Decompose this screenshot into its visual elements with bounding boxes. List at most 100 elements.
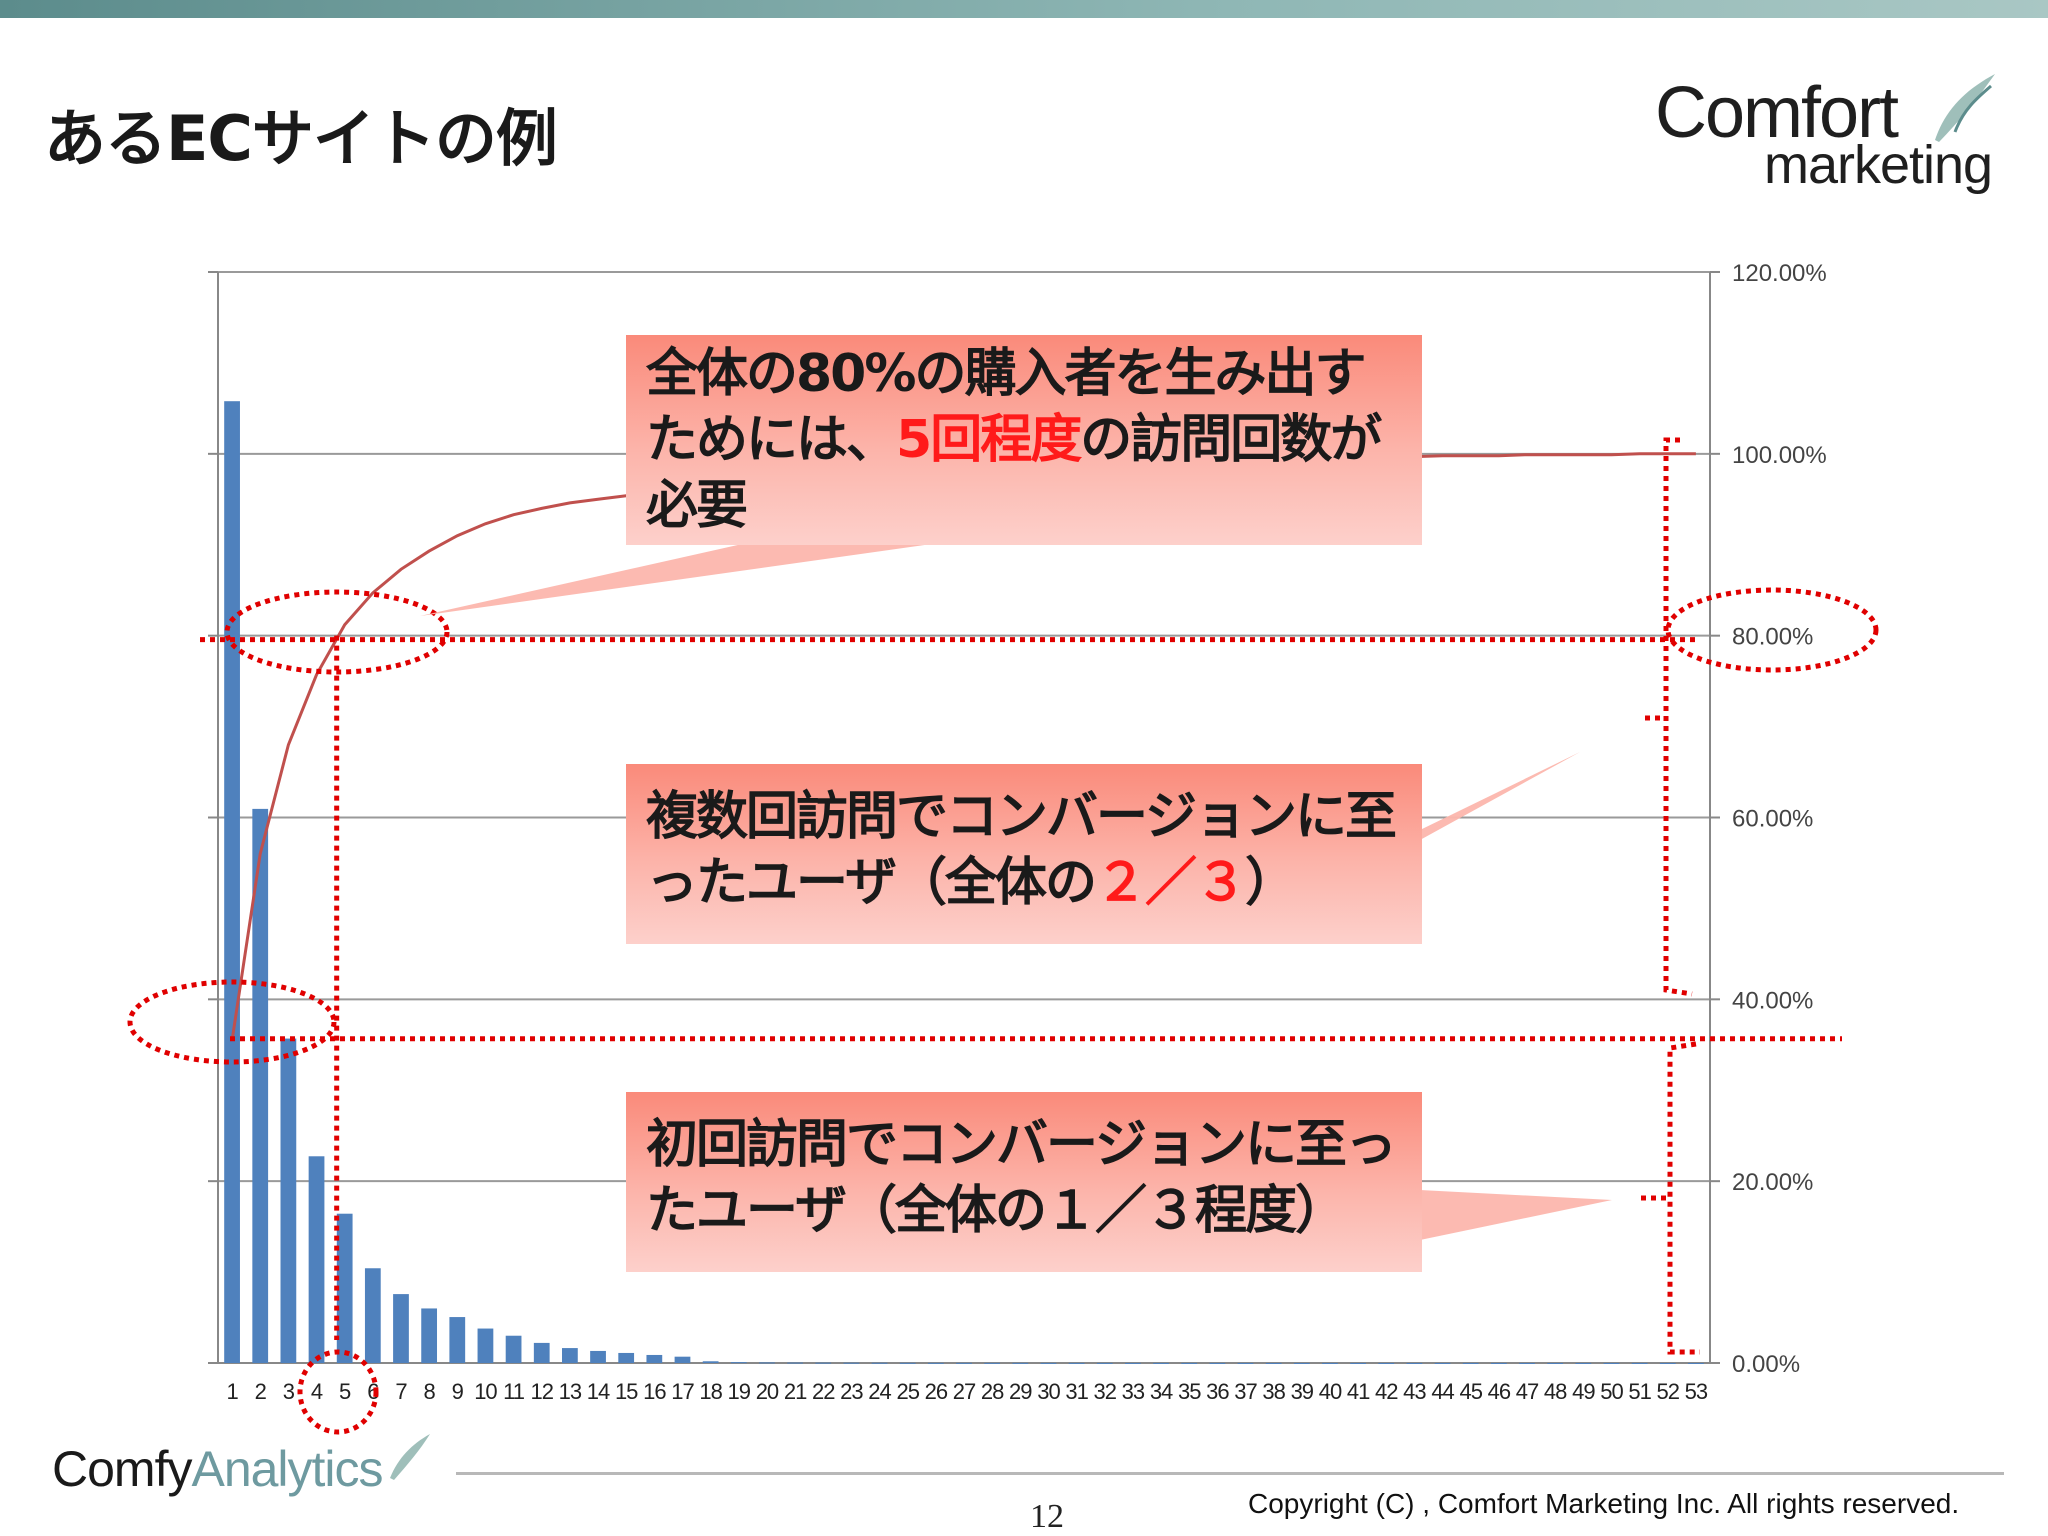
x-tick-label: 21 (784, 1379, 807, 1404)
bar (674, 1356, 691, 1363)
x-tick-label: 48 (1544, 1379, 1567, 1404)
callout-repeat-highlight: ２／３ (1094, 853, 1247, 913)
x-tick-label: 18 (699, 1379, 722, 1404)
callout-repeat-text-b: ） (1244, 853, 1297, 913)
x-tick-label: 35 (1178, 1379, 1201, 1404)
bar (533, 1342, 550, 1363)
bar (843, 1362, 860, 1364)
bar (730, 1362, 747, 1364)
y2-tick-label: 120.00% (1732, 260, 1827, 287)
bar (280, 1038, 297, 1363)
bar (393, 1294, 409, 1363)
callout-80-text-a: 全体の80%の購入者を生み出すためには、 (646, 344, 1366, 470)
bar (336, 1213, 353, 1363)
bar (1519, 1362, 1535, 1364)
bar (1434, 1362, 1451, 1364)
x-tick-label: 44 (1431, 1379, 1454, 1404)
x-tick-label: 47 (1516, 1379, 1539, 1404)
x-tick-label: 22 (812, 1379, 835, 1404)
x-tick-label: 9 (452, 1379, 464, 1404)
x-tick-label: 41 (1347, 1379, 1370, 1404)
bar (505, 1335, 522, 1363)
callout-80-text-b: の訪問回数が必要 (646, 410, 1382, 536)
y2-tick-label: 20.00% (1732, 1169, 1813, 1196)
bar (1068, 1362, 1085, 1364)
x-tick-label: 17 (671, 1379, 694, 1404)
bar (1293, 1362, 1310, 1364)
callout-repeat-pointer (1420, 752, 1580, 840)
bar (1096, 1362, 1113, 1364)
bar (1012, 1362, 1029, 1364)
bar (1125, 1362, 1141, 1364)
bar (1547, 1362, 1564, 1364)
leaf-logo-icon (1935, 74, 1995, 142)
copyright-text: Copyright (C) , Comfort Marketing Inc. A… (1248, 1488, 1960, 1519)
y2-tick-label: 100.00% (1732, 442, 1827, 469)
y2-tick-label: 60.00% (1732, 806, 1813, 833)
x-tick-label: 38 (1262, 1379, 1285, 1404)
bar (815, 1362, 832, 1364)
bar (956, 1362, 972, 1364)
x-tick-label: 42 (1375, 1379, 1398, 1404)
bar (449, 1317, 466, 1363)
x-tick-label: 15 (615, 1379, 638, 1404)
bar (1322, 1362, 1338, 1364)
logo-comfort: Comfort (1655, 73, 1899, 153)
top-accent-bar (0, 0, 2048, 18)
bar (1490, 1362, 1507, 1364)
callout-first-pointer (1420, 1190, 1612, 1240)
x-tick-label: 3 (283, 1379, 295, 1404)
bar (421, 1308, 438, 1363)
x-tick-label: 37 (1234, 1379, 1257, 1404)
x-tick-label: 26 (925, 1379, 948, 1404)
bar (618, 1352, 635, 1363)
callout-repeat-text-a: 複数回訪問でコンバージョンに至ったユーザ（全体の (646, 787, 1397, 913)
x-tick-label: 53 (1685, 1379, 1708, 1404)
circle-first-visit (127, 979, 337, 1065)
bar (562, 1348, 578, 1363)
x-tick-label: 40 (1319, 1379, 1342, 1404)
bar (787, 1362, 803, 1364)
x-tick-label: 29 (1009, 1379, 1032, 1404)
bar (1631, 1362, 1648, 1364)
x-tick-label: 19 (728, 1379, 751, 1404)
bar (590, 1350, 606, 1363)
x-tick-label: 27 (953, 1379, 976, 1404)
x-tick-label: 12 (530, 1379, 553, 1404)
bar (1659, 1362, 1676, 1364)
bar (1209, 1362, 1226, 1364)
x-tick-label: 10 (474, 1379, 497, 1404)
x-tick-label: 4 (311, 1379, 323, 1404)
logo-marketing: marketing (1764, 135, 1993, 195)
bar (252, 808, 269, 1363)
x-tick-label: 14 (587, 1379, 610, 1404)
circle-visit-5 (297, 1349, 379, 1435)
bar (646, 1354, 663, 1363)
x-tick-label: 52 (1657, 1379, 1680, 1404)
x-tick-label: 2 (255, 1379, 267, 1404)
bar (871, 1362, 888, 1364)
callout-80-percent: 全体の80%の購入者を生み出すためには、5回程度の訪問回数が必要 (626, 335, 1422, 545)
circle-80-intersection (224, 589, 450, 675)
x-tick-label: 25 (896, 1379, 919, 1404)
bar (1265, 1362, 1282, 1364)
bar (702, 1361, 719, 1363)
bar (1575, 1362, 1592, 1364)
brace-upper (1640, 437, 1693, 997)
bar (1040, 1362, 1057, 1364)
bar (224, 401, 240, 1363)
brace-lower (1640, 1041, 1700, 1355)
y2-tick-label: 0.00% (1732, 1351, 1800, 1378)
callout-80-pointer (420, 540, 960, 616)
bar (364, 1268, 381, 1363)
bar (477, 1328, 494, 1363)
bar (308, 1156, 325, 1363)
x-tick-label: 16 (643, 1379, 666, 1404)
bottom-logo-analytics: Analytics (191, 1441, 383, 1497)
bar (1378, 1362, 1395, 1364)
comfy-analytics-logo: ComfyAnalytics (52, 1440, 384, 1498)
x-tick-label: 7 (395, 1379, 407, 1404)
x-tick-label: 45 (1459, 1379, 1482, 1404)
x-tick-label: 36 (1206, 1379, 1229, 1404)
x-tick-label: 32 (1094, 1379, 1117, 1404)
